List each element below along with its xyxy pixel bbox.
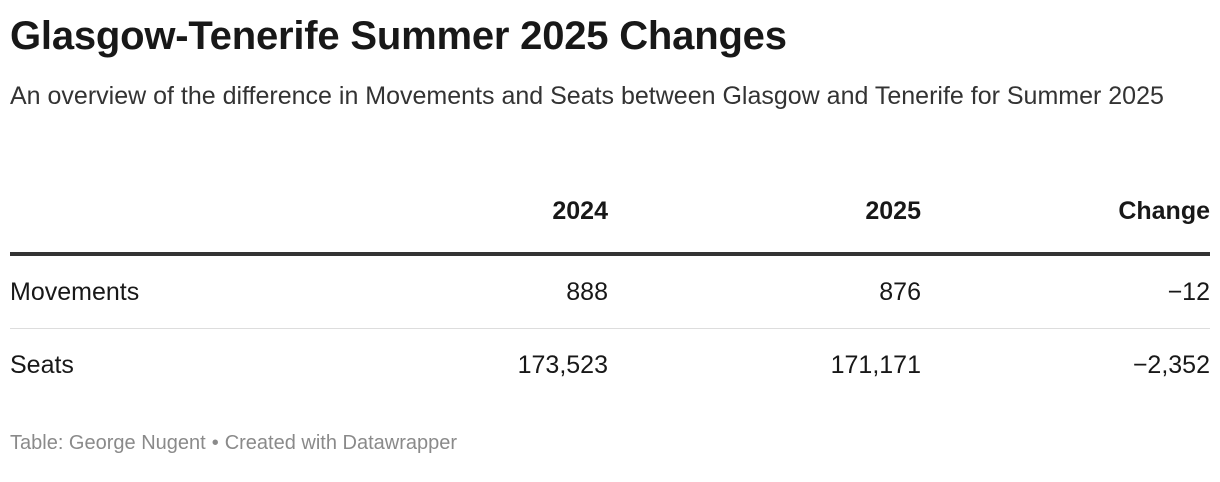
footer-credit: Created with Datawrapper bbox=[224, 432, 458, 454]
data-table: 2024 2025 Change Movements 888 876 −12 S… bbox=[10, 190, 1210, 401]
header-cell-2025: 2025 bbox=[608, 190, 921, 256]
table-row: Movements 888 876 −12 bbox=[10, 254, 1210, 329]
cell-2024: 888 bbox=[350, 254, 608, 329]
chart-container: Glasgow-Tenerife Summer 2025 Changes An … bbox=[10, 0, 1210, 454]
cell-2025: 876 bbox=[608, 254, 921, 329]
footer-source: Table: George Nugent bbox=[10, 432, 206, 454]
chart-footer: Table: George Nugent • Created with Datawr… bbox=[10, 432, 457, 455]
header-cell-change: Change bbox=[921, 190, 1210, 256]
footer-separator: • bbox=[211, 432, 219, 454]
header-cell-2024: 2024 bbox=[350, 190, 608, 256]
chart-title: Glasgow-Tenerife Summer 2025 Changes bbox=[10, 14, 787, 58]
table-header-row: 2024 2025 Change bbox=[10, 190, 1210, 256]
cell-2025: 171,171 bbox=[830, 350, 921, 379]
cell-change: −2,352 bbox=[1132, 350, 1210, 379]
cell-2024: 173,523 bbox=[517, 350, 608, 379]
table-row: Seats 173,523 171,171 −2,352 bbox=[10, 329, 1210, 402]
header-cell-label bbox=[10, 190, 350, 256]
chart-subtitle: An overview of the difference in Movemen… bbox=[10, 82, 1164, 110]
cell-change: −12 bbox=[921, 254, 1210, 329]
row-label: Seats bbox=[10, 350, 74, 379]
row-label: Movements bbox=[10, 254, 350, 329]
